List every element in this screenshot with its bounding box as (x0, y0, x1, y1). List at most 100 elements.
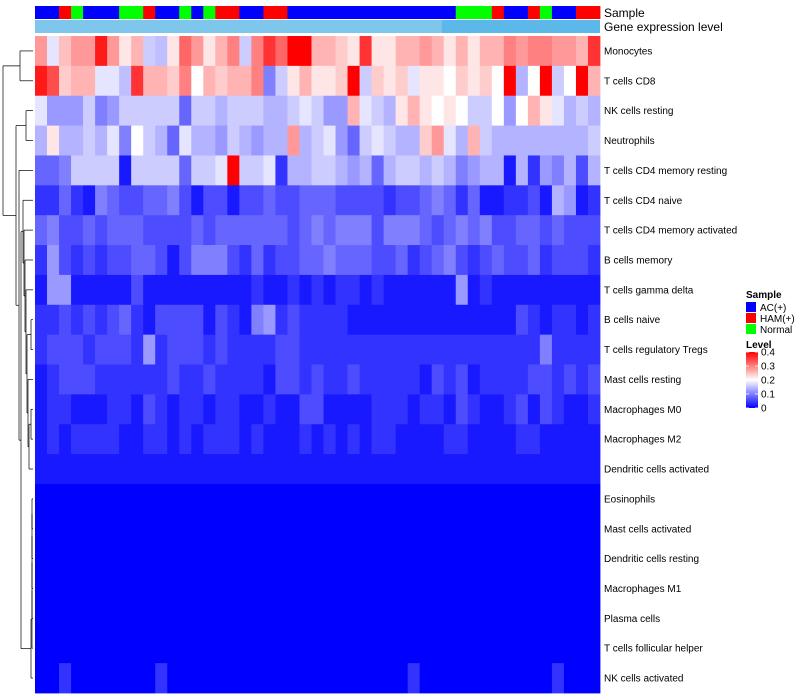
heatmap-cell (107, 454, 120, 485)
heatmap-cell (263, 185, 276, 216)
heatmap-cell (515, 155, 529, 186)
heatmap-cell (263, 125, 276, 156)
heatmap-cell (131, 334, 144, 365)
heatmap-cell (251, 603, 264, 634)
heatmap-cell (515, 424, 529, 455)
heatmap-cell (191, 334, 204, 365)
heatmap-cell (95, 513, 108, 545)
heatmap-cell (347, 155, 360, 186)
heatmap-cell (335, 95, 348, 126)
heatmap-cell (431, 304, 445, 336)
heatmap-cell (359, 125, 372, 156)
heatmap-cell (59, 185, 72, 216)
heatmap-cell (395, 573, 409, 604)
heatmap-cell (71, 95, 84, 126)
heatmap-cell (371, 125, 385, 156)
heatmap-cell (83, 513, 96, 545)
gene-expression-annotation-label: Gene expression level (604, 20, 723, 34)
heatmap-cell (359, 603, 372, 634)
heatmap-cell (419, 245, 433, 276)
heatmap-cell (407, 663, 421, 694)
heatmap-cell (491, 454, 505, 485)
heatmap-cell (491, 155, 505, 186)
heatmap-cell (71, 334, 84, 365)
heatmap-cell (431, 274, 445, 306)
heatmap-cell (467, 155, 481, 186)
heatmap-cell (215, 65, 228, 97)
heatmap-cell (215, 603, 228, 634)
heatmap-cell (395, 95, 409, 126)
heatmap-cell (539, 573, 553, 604)
heatmap-cell (287, 65, 300, 97)
heatmap-cell (359, 513, 372, 545)
heatmap-cell (311, 394, 324, 425)
heatmap-cell (143, 185, 156, 216)
heatmap-cell (323, 603, 336, 634)
heatmap-cell (419, 454, 433, 485)
heatmap-cell (503, 304, 517, 336)
heatmap-cell (155, 95, 168, 126)
heatmap-cell (407, 185, 421, 216)
heatmap-cell (131, 513, 144, 545)
row-label: B cells memory (604, 255, 672, 266)
heatmap-cell (155, 36, 168, 67)
level-legend-tick-label: 0.1 (761, 390, 775, 401)
heatmap-cell (131, 573, 144, 604)
heatmap-cell (203, 543, 216, 574)
heatmap-cell (431, 663, 445, 694)
heatmap-cell (275, 454, 288, 485)
heatmap-cell (203, 65, 216, 97)
heatmap-cell (443, 215, 457, 246)
heatmap-cell (575, 364, 589, 395)
heatmap-cell (371, 394, 385, 425)
heatmap-cell (299, 65, 312, 97)
heatmap-cell (407, 215, 421, 246)
heatmap-cell (107, 513, 120, 545)
heatmap-cell (107, 274, 120, 306)
heatmap-cell (311, 603, 324, 634)
heatmap-cell (467, 633, 481, 664)
heatmap-cell (347, 394, 360, 425)
heatmap-cell (539, 215, 553, 246)
heatmap-cell (215, 424, 228, 455)
heatmap-cell (515, 95, 529, 126)
heatmap-cell (515, 394, 529, 425)
heatmap-cell (359, 185, 372, 216)
sample-annotation-cell (575, 6, 589, 19)
heatmap-cell (299, 483, 312, 515)
heatmap-cell (407, 304, 421, 336)
heatmap-cell (131, 424, 144, 455)
heatmap-cell (263, 36, 276, 67)
heatmap-cell (491, 95, 505, 126)
heatmap-cell (167, 304, 180, 336)
heatmap-cell (35, 245, 48, 276)
heatmap-cell (131, 394, 144, 425)
heatmap-cell (311, 65, 324, 97)
sample-annotation-cell (551, 6, 565, 19)
heatmap-cell (215, 304, 228, 336)
sample-annotation-cell (191, 6, 204, 19)
row-label: Dendritic cells resting (604, 554, 699, 565)
heatmap-cell (263, 513, 276, 545)
heatmap-cell (95, 95, 108, 126)
heatmap-cell (239, 483, 252, 515)
heatmap-cell (287, 633, 300, 664)
heatmap-cell (59, 513, 72, 545)
heatmap-cell (203, 125, 216, 156)
heatmap-cell (515, 36, 529, 67)
heatmap-cell (191, 274, 204, 306)
heatmap-cell (551, 424, 565, 455)
heatmap-cell (479, 155, 493, 186)
heatmap-cell (131, 36, 144, 67)
heatmap-cell (71, 304, 84, 336)
heatmap-cell (167, 215, 180, 246)
heatmap-cell (287, 155, 300, 186)
heatmap-cell (371, 215, 385, 246)
heatmap-cell (131, 663, 144, 694)
heatmap-cell (251, 334, 264, 365)
heatmap-cell (575, 125, 589, 156)
heatmap-cell (491, 304, 505, 336)
heatmap-cell (515, 573, 529, 604)
heatmap-cell (575, 543, 589, 574)
heatmap-cell (155, 394, 168, 425)
